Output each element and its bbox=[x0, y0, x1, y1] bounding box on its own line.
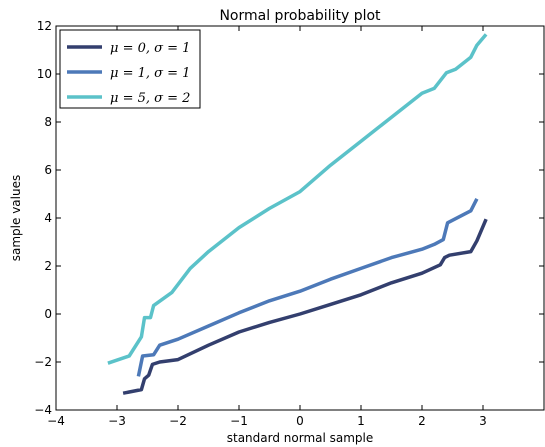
y-axis-label: sample values bbox=[9, 175, 23, 261]
y-tick-label: 10 bbox=[37, 67, 52, 81]
x-tick-label: −2 bbox=[169, 414, 187, 428]
x-tick-label: 3 bbox=[479, 414, 487, 428]
x-axis-label: standard normal sample bbox=[227, 431, 374, 445]
legend-label-2: μ = 1, σ = 1 bbox=[110, 66, 190, 81]
x-tick-label: −4 bbox=[47, 414, 65, 428]
legend: μ = 0, σ = 1 μ = 1, σ = 1 μ = 5, σ = 2 bbox=[59, 29, 201, 109]
x-tick-label: 1 bbox=[357, 414, 365, 428]
legend-label-1: μ = 0, σ = 1 bbox=[110, 41, 190, 56]
x-tick-label: −3 bbox=[108, 414, 126, 428]
x-tick-label: 0 bbox=[296, 414, 304, 428]
y-tick-label: 6 bbox=[44, 163, 52, 177]
y-tick-label: 8 bbox=[44, 115, 52, 129]
series-layer bbox=[107, 33, 488, 395]
y-tick-label: 2 bbox=[44, 259, 52, 273]
y-tick-label: −2 bbox=[34, 355, 52, 369]
x-tick-label: 2 bbox=[418, 414, 426, 428]
series-line-2 bbox=[136, 198, 479, 377]
y-tick-label: 4 bbox=[44, 211, 52, 225]
legend-box bbox=[59, 29, 201, 109]
y-tick-label: 0 bbox=[44, 307, 52, 321]
y-tick-label: −4 bbox=[34, 403, 52, 417]
x-tick-label: −1 bbox=[230, 414, 248, 428]
legend-label-3: μ = 5, σ = 2 bbox=[110, 91, 190, 106]
y-tick-label: 12 bbox=[37, 19, 52, 33]
chart-title: Normal probability plot bbox=[219, 8, 381, 24]
series-line-1 bbox=[122, 218, 488, 395]
series-line-3 bbox=[107, 33, 488, 365]
